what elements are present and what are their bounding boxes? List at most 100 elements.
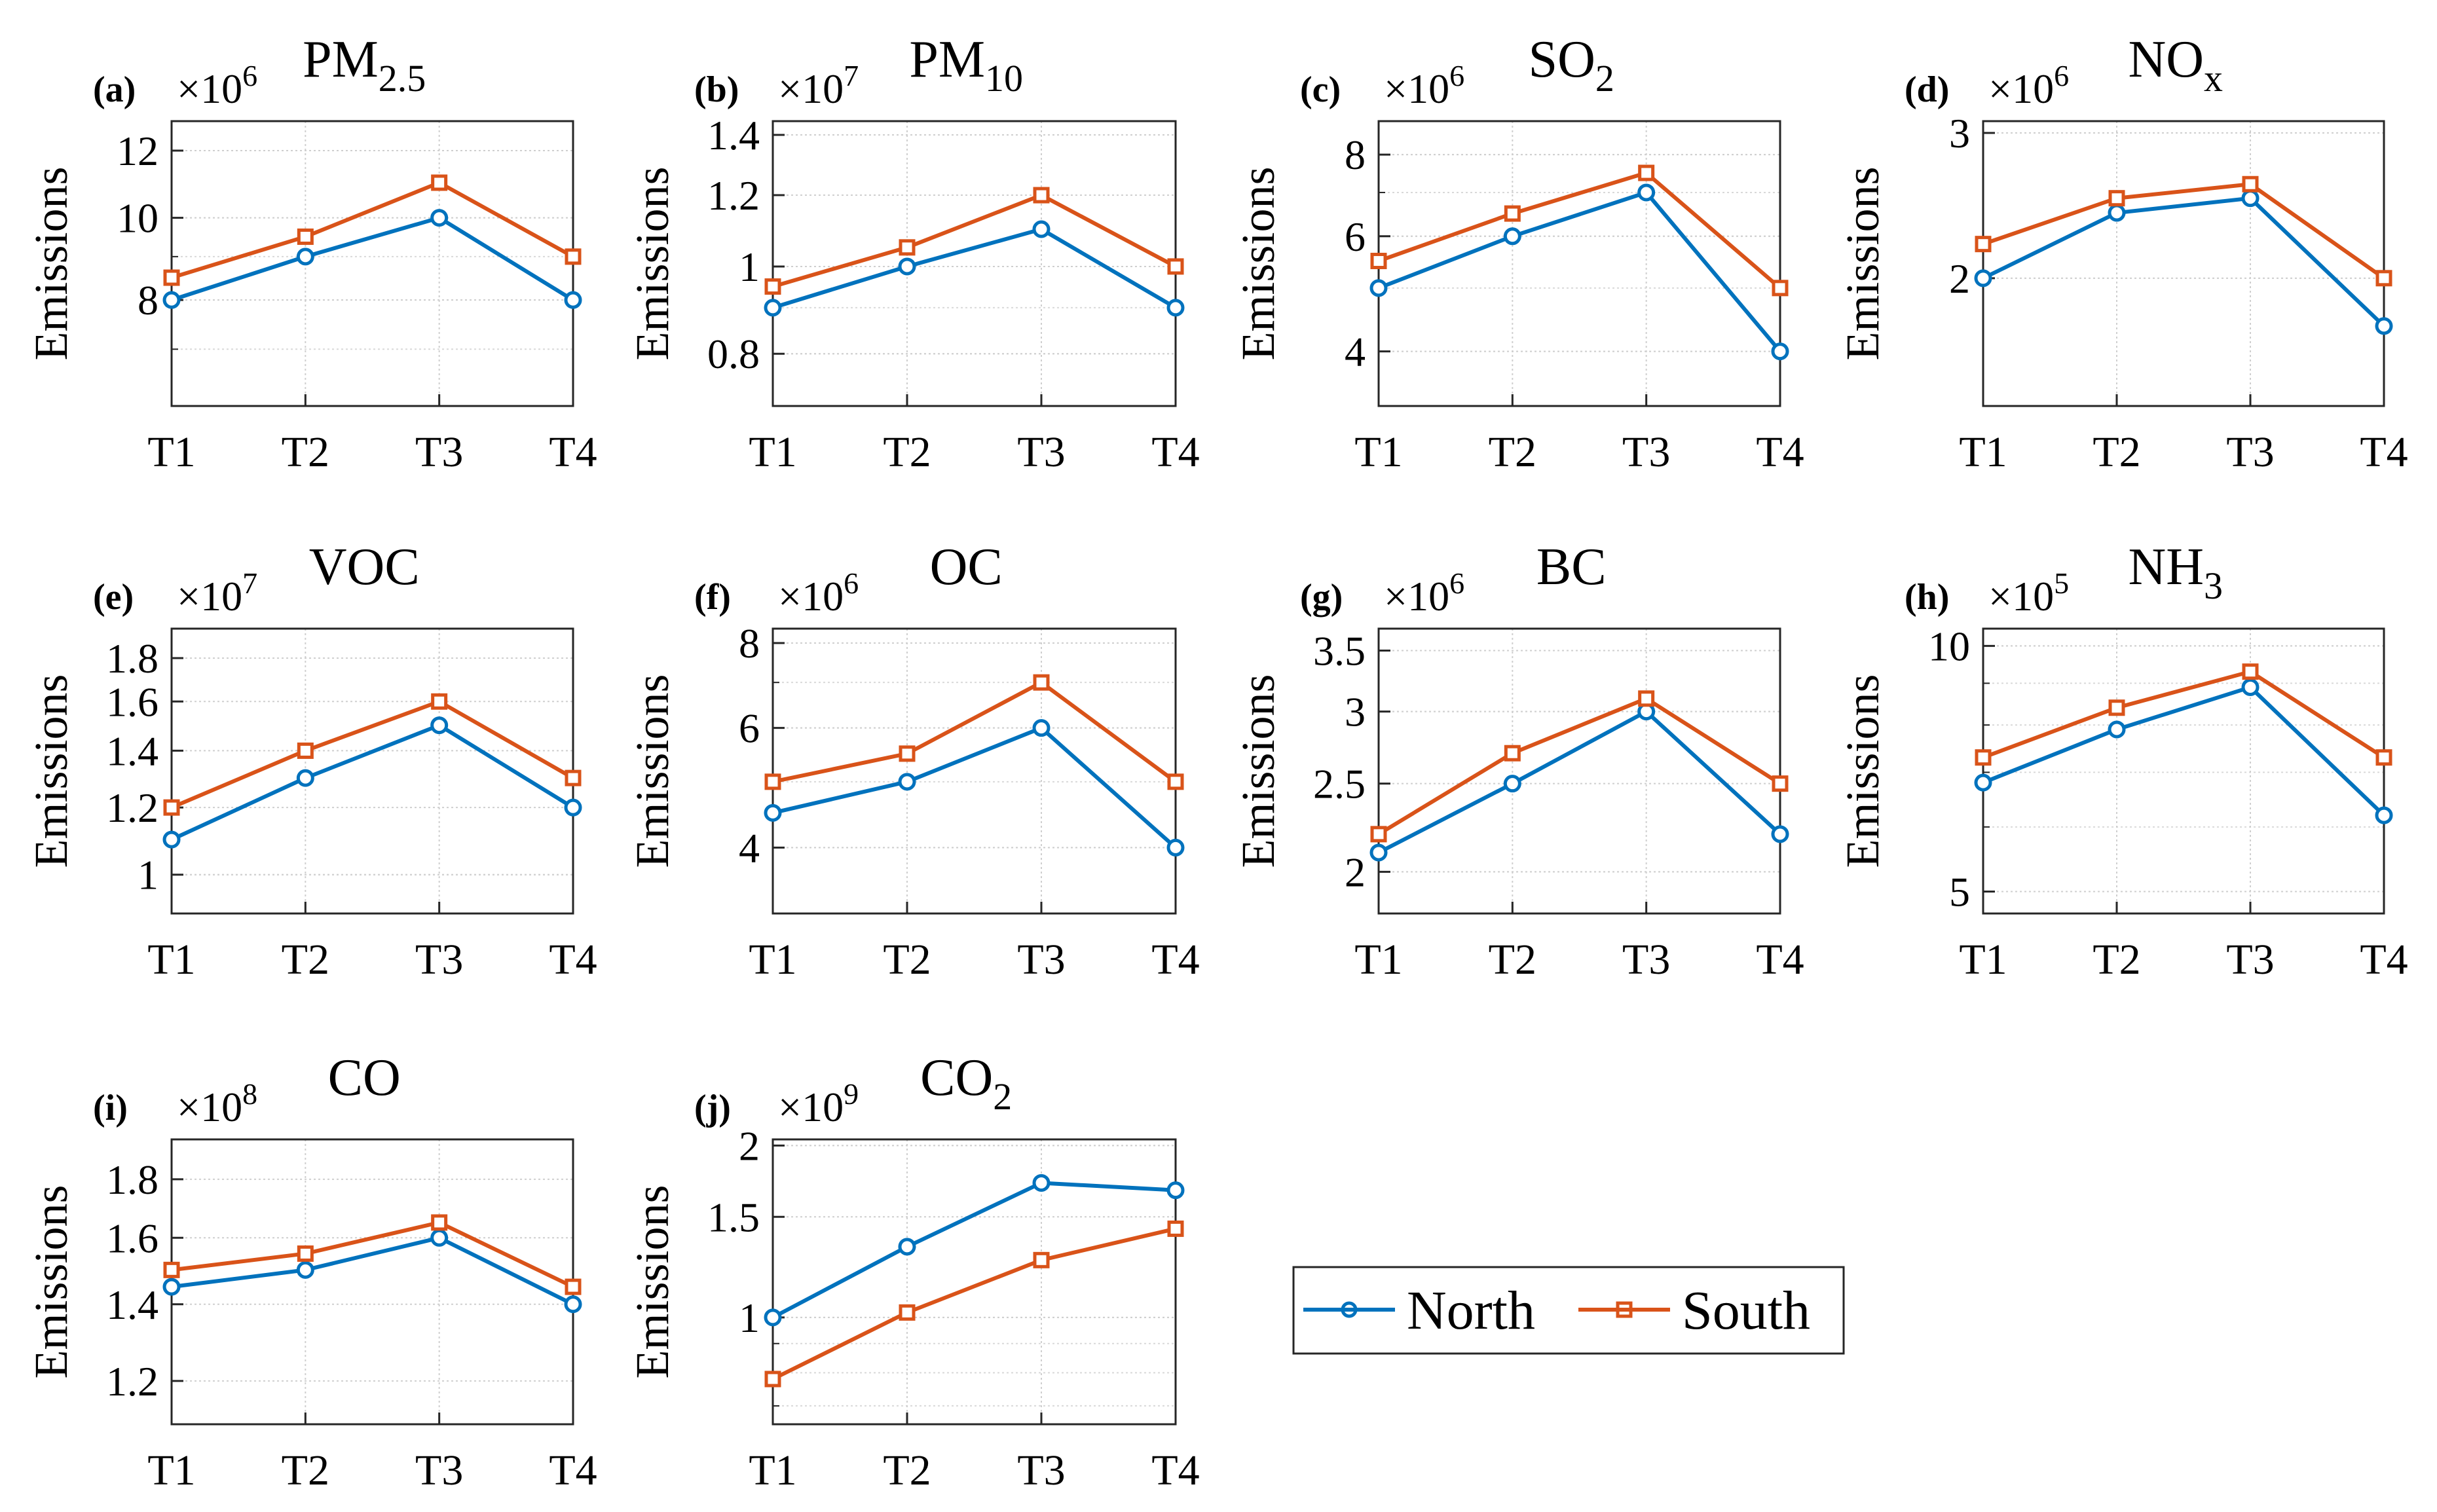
exponent-power: 8 — [242, 1077, 257, 1111]
data-point-north — [898, 1238, 916, 1256]
x-tick-label: T4 — [1151, 1447, 1199, 1494]
y-tick-label: 10 — [117, 195, 158, 242]
x-tick-label: T2 — [1489, 428, 1536, 476]
data-point-south — [2375, 749, 2392, 766]
data-point-north — [2241, 189, 2260, 208]
data-point-south — [764, 1371, 781, 1388]
y-tick-label: 12 — [117, 128, 158, 174]
data-point-north — [1369, 279, 1388, 297]
chart-title-subscript: x — [2204, 57, 2223, 100]
x-tick-label: T3 — [2226, 936, 2274, 984]
data-point-south — [764, 278, 781, 295]
y-tick-label: 10 — [1928, 623, 1970, 669]
exponent-label: ×106 — [1384, 59, 1464, 112]
data-point-south — [899, 239, 916, 256]
x-tick-label: T1 — [749, 428, 796, 476]
series-line-south — [170, 699, 574, 809]
exponent-label: ×109 — [778, 1077, 859, 1130]
y-tick-label: 0.8 — [707, 331, 760, 377]
data-point-north — [1974, 773, 1992, 792]
data-point-north — [2241, 678, 2260, 696]
data-point-south — [1033, 1251, 1050, 1268]
x-tick-label: T1 — [749, 936, 796, 984]
chart-title: NOx — [2128, 31, 2223, 100]
chart-title-subscript: 2 — [993, 1075, 1012, 1118]
x-tick-label: T1 — [749, 1447, 796, 1494]
data-point-north — [2375, 317, 2393, 335]
legend-north-marker — [1341, 1301, 1358, 1318]
y-tick-label: 1.4 — [106, 728, 158, 774]
series-line-south — [1982, 669, 2385, 760]
x-tick-label: T4 — [549, 936, 597, 984]
data-point-north — [296, 248, 314, 266]
y-axis-label: Emissions — [1232, 166, 1284, 360]
y-tick-label: 3 — [1949, 110, 1970, 157]
x-tick-label: T4 — [549, 1447, 597, 1494]
data-point-north — [1032, 1173, 1051, 1192]
panel-label: (j) — [694, 1088, 731, 1128]
series-line-south — [772, 1226, 1176, 1381]
chart-title: NH3 — [2128, 538, 2223, 607]
series-line-south — [171, 180, 574, 280]
panel-label: (i) — [93, 1088, 128, 1128]
legend-south-marker — [1616, 1301, 1633, 1318]
exponent-label: ×106 — [1988, 59, 2069, 112]
exponent-power: 9 — [844, 1077, 859, 1111]
chart-panel-1: 8 10 12 T1 T2 T3 T4 Emissions (a) ×106 PM2.5 — [25, 31, 597, 476]
data-point-north — [1771, 825, 1789, 843]
data-point-north — [1637, 183, 1656, 202]
y-tick-label: 5 — [1949, 869, 1970, 915]
series-line-north — [1377, 709, 1782, 855]
chart-title-subscript: 10 — [985, 57, 1023, 100]
data-point-south — [2108, 699, 2125, 716]
x-tick-label: T3 — [1017, 428, 1065, 476]
chart-panel-10: 1 1.5 2 T1 T2 T3 T4 Emissions (j) ×109 CO2 — [626, 1049, 1200, 1494]
data-point-south — [2108, 190, 2125, 207]
data-point-north — [1166, 838, 1185, 857]
data-point-north — [1032, 719, 1051, 737]
data-point-north — [162, 1278, 181, 1296]
x-tick-label: T1 — [1354, 428, 1402, 476]
chart-panel-6: 4 6 8 T1 T2 T3 T4 Emissions (f) ×106 OC — [626, 538, 1200, 984]
x-tick-label: T2 — [282, 936, 329, 984]
y-axis-label: Emissions — [1836, 674, 1889, 868]
series-line-north — [1982, 196, 2386, 328]
series-line-north — [772, 227, 1177, 310]
chart-panel-2: 0.8 1 1.2 1.4 T1 T2 T3 T4 Emissions (b) ×107 PM10 — [626, 31, 1200, 476]
x-tick-label: T1 — [1959, 428, 2007, 476]
exponent-label: ×108 — [177, 1077, 257, 1130]
y-tick-label: 1.4 — [707, 112, 760, 158]
data-point-south — [1033, 187, 1050, 204]
chart-panel-4: 2 3 T1 T2 T3 T4 Emissions (d) ×106 NOx — [1836, 31, 2408, 476]
panel-label: (g) — [1300, 577, 1343, 618]
y-tick-label: 1.2 — [106, 1358, 158, 1405]
y-tick-label: 1.4 — [106, 1282, 158, 1328]
x-tick-label: T3 — [415, 428, 463, 476]
data-point-south — [565, 769, 582, 786]
data-point-south — [1167, 773, 1184, 790]
data-point-north — [296, 769, 314, 787]
series-line-south — [1377, 696, 1781, 836]
chart-panel-9: 1.2 1.4 1.6 1.8 T1 T2 T3 T4 Emissions (i) ×108 CO — [25, 1049, 597, 1494]
x-tick-label: T4 — [2360, 936, 2408, 984]
data-point-north — [564, 798, 582, 817]
x-tick-label: T1 — [147, 428, 195, 476]
series-line-south — [772, 193, 1177, 289]
y-tick-label: 1 — [739, 244, 760, 290]
y-tick-label: 6 — [739, 705, 760, 752]
exponent-label: ×106 — [778, 566, 859, 619]
chart-title: VOC — [309, 538, 420, 596]
data-point-north — [1974, 269, 1992, 287]
x-tick-label: T4 — [1756, 936, 1804, 984]
data-point-south — [1033, 674, 1050, 691]
data-point-north — [430, 209, 449, 227]
axes-box — [1982, 627, 2385, 915]
y-axis-label: Emissions — [25, 1185, 77, 1378]
legend: North South — [1292, 1266, 1845, 1355]
x-tick-label: T4 — [2360, 428, 2408, 476]
data-point-south — [1638, 690, 1655, 707]
x-tick-label: T2 — [2093, 936, 2140, 984]
y-tick-label: 2 — [1949, 255, 1970, 302]
panel-label: (h) — [1905, 577, 1949, 618]
